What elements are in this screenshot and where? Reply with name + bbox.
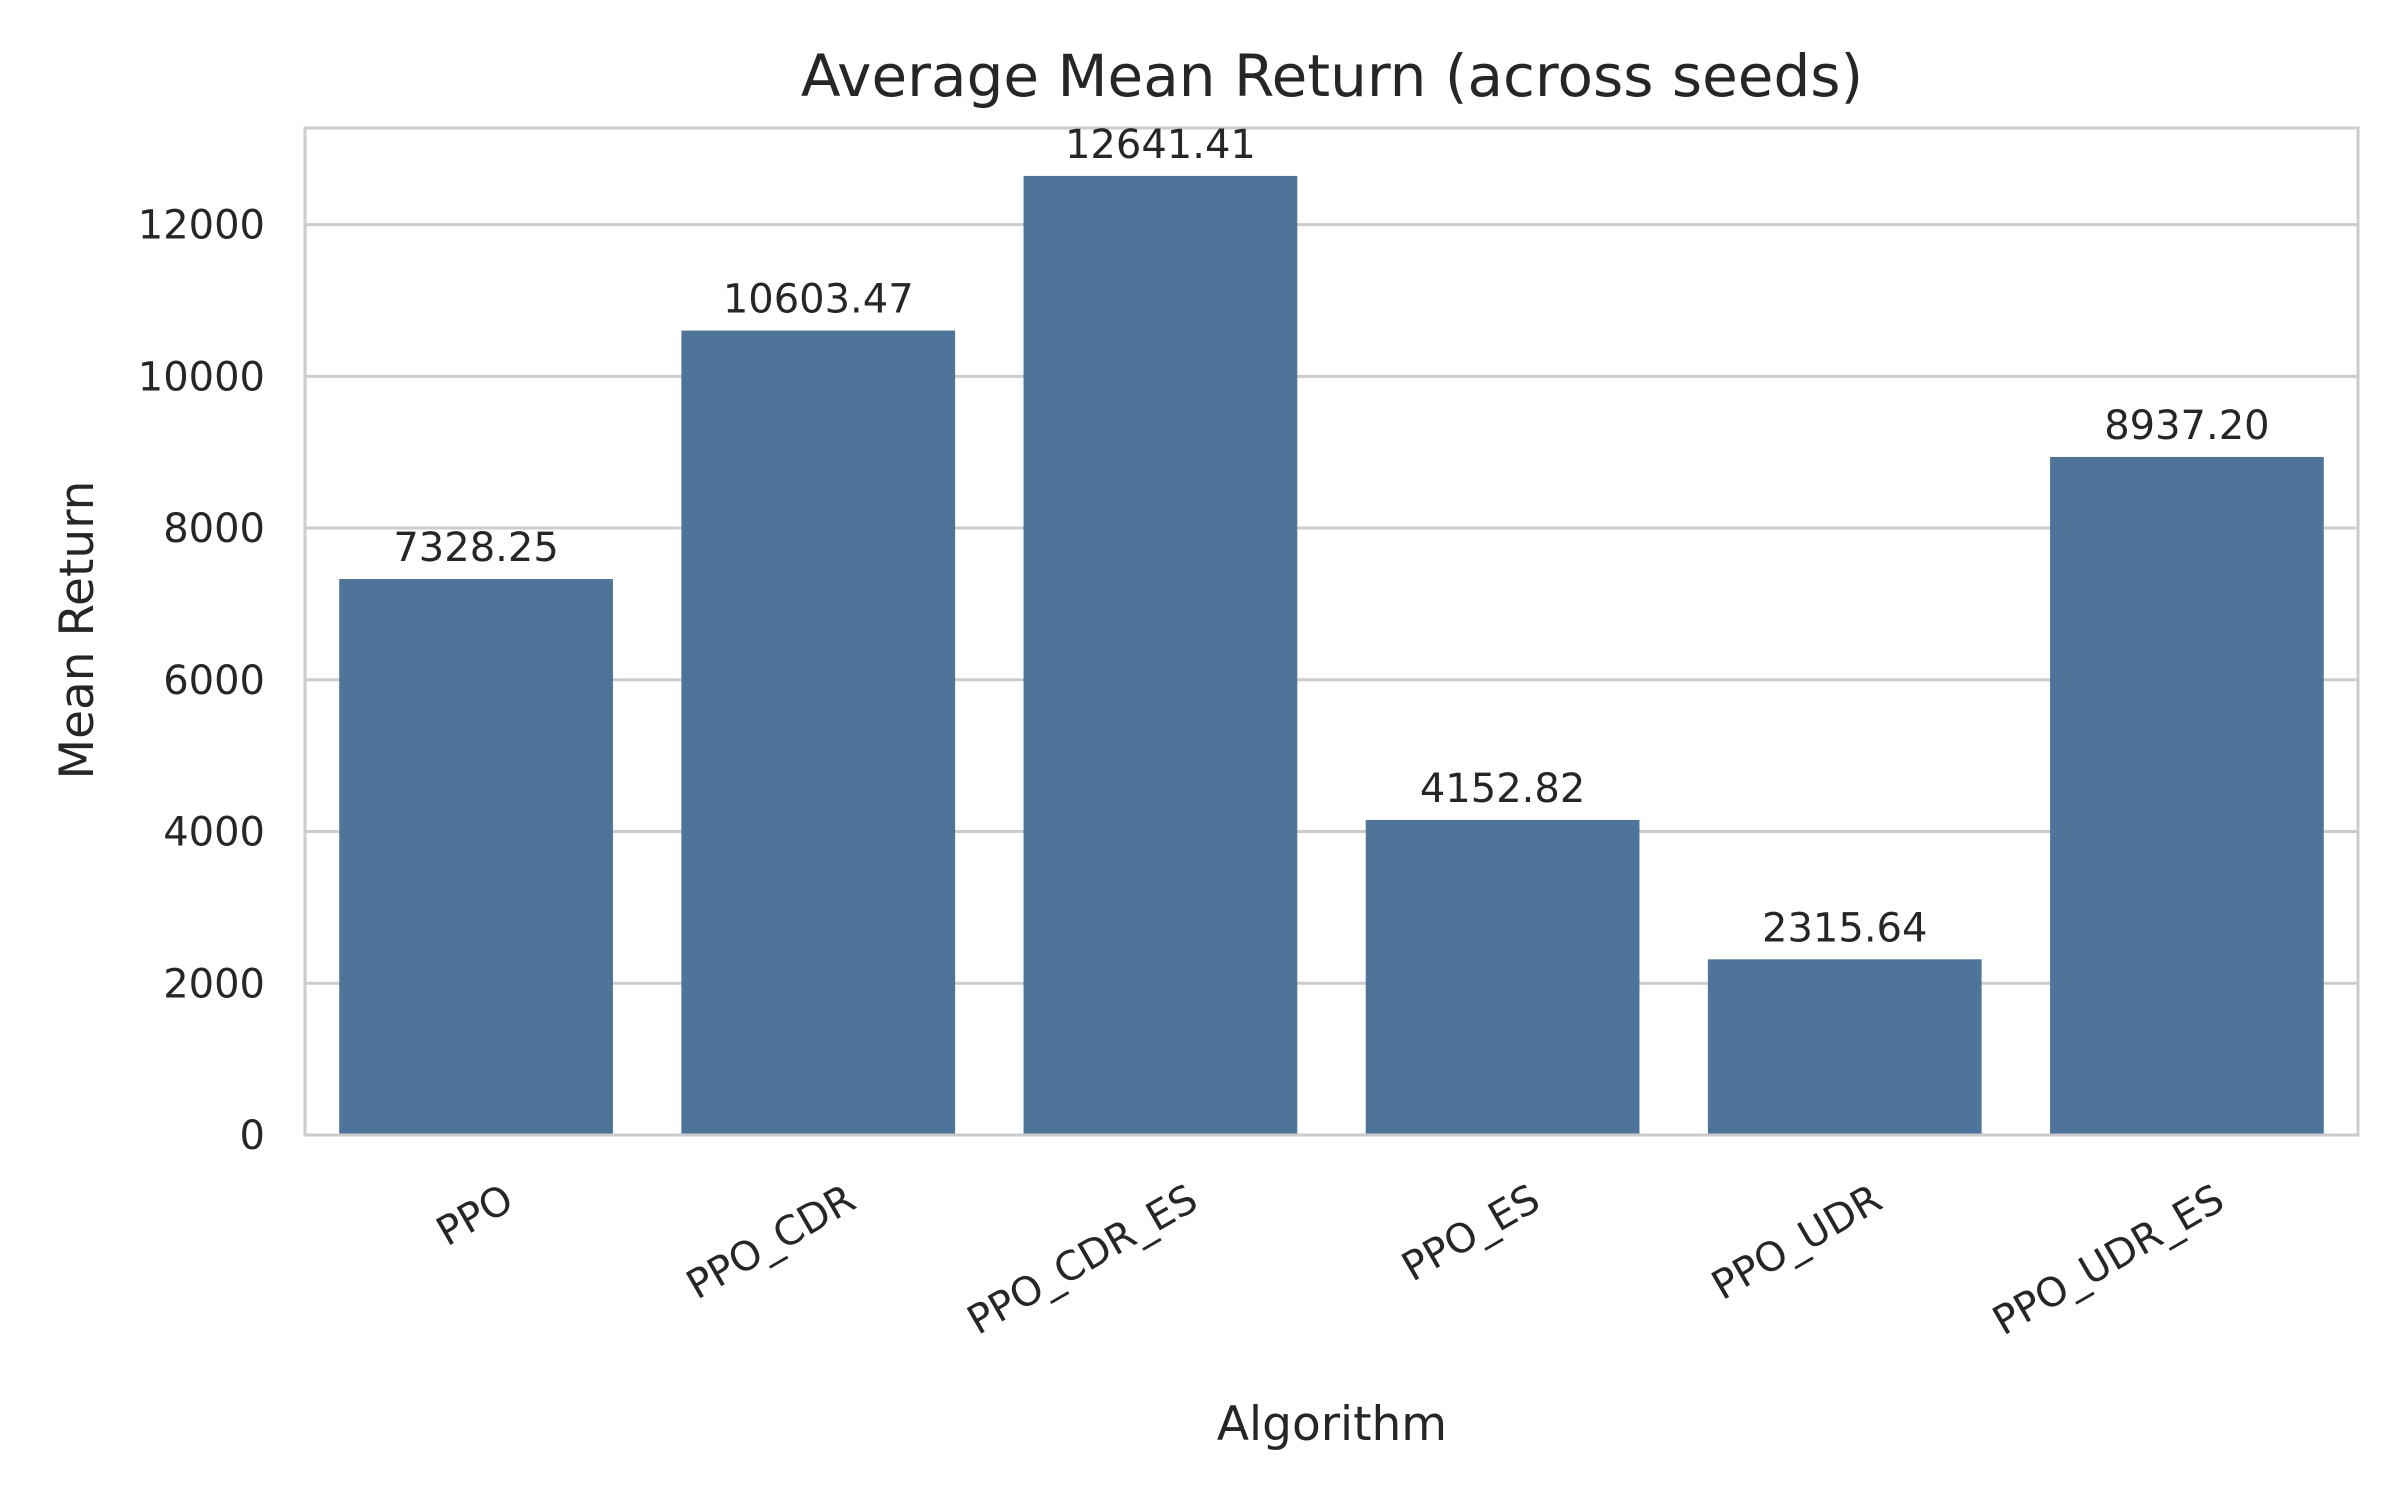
x-tick-label: PPO_CDR — [679, 1176, 863, 1309]
y-tick-label: 6000 — [163, 658, 265, 704]
bar-value-label: 10603.47 — [723, 277, 914, 323]
y-tick-label: 8000 — [163, 506, 265, 552]
y-tick-label: 4000 — [163, 810, 265, 856]
x-tick-label: PPO_ES — [1394, 1176, 1547, 1291]
bar — [339, 579, 613, 1135]
y-tick-label: 2000 — [163, 961, 265, 1007]
x-tick-label: PPO_UDR — [1704, 1176, 1889, 1310]
bars — [339, 175, 2324, 1135]
x-axis-title: Algorithm — [1217, 1397, 1447, 1452]
y-tick-label: 0 — [240, 1113, 265, 1159]
y-tick-label: 12000 — [138, 203, 265, 249]
bar — [2050, 456, 2324, 1135]
x-tick-label: PPO — [429, 1176, 521, 1256]
y-axis-ticks: 0 2000 4000 6000 8000 10000 12000 — [138, 203, 265, 1159]
y-tick-label: 10000 — [138, 354, 265, 400]
bar — [1365, 819, 1640, 1135]
bar — [1707, 959, 1982, 1135]
gridlines — [305, 223, 2358, 1137]
x-tick-label: PPO_CDR_ES — [960, 1176, 1206, 1344]
bar-value-label: 12641.41 — [1065, 122, 1256, 168]
plot-frame — [303, 126, 2360, 1137]
bar — [681, 330, 956, 1135]
y-axis-title: Mean Return — [50, 481, 105, 780]
x-tick-label: PPO_UDR_ES — [1985, 1176, 2232, 1345]
bar-value-label: 2315.64 — [1762, 905, 1927, 951]
bar-value-label: 8937.20 — [2104, 403, 2269, 449]
bar-value-label: 4152.82 — [1420, 766, 1585, 812]
bar-value-labels: 7328.25 10603.47 12641.41 4152.82 2315.64 893… — [393, 122, 2269, 951]
chart-title: Average Mean Return (across seeds) — [801, 42, 1863, 110]
bar — [1023, 175, 1298, 1135]
bar-value-label: 7328.25 — [393, 525, 558, 571]
x-axis-ticks: PPO PPO_CDR PPO_CDR_ES PPO_ES PPO_UDR PPO_UDR… — [429, 1176, 2232, 1345]
